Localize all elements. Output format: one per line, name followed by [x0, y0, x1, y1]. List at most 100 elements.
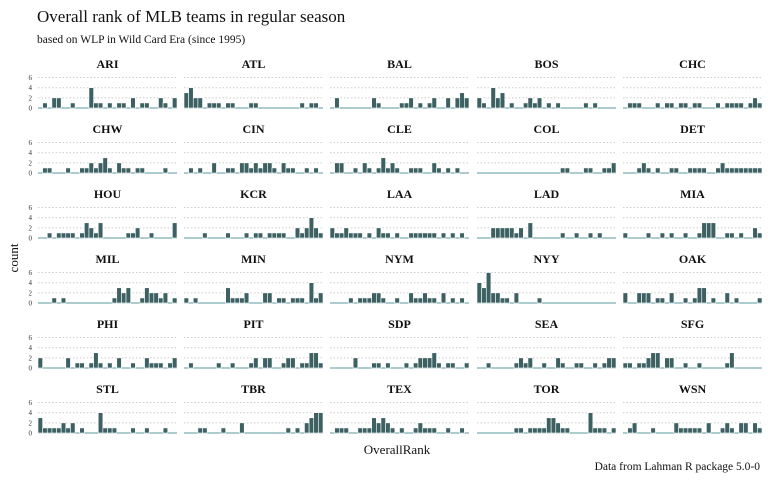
histogram-bar — [464, 362, 470, 369]
histogram-bar — [225, 102, 231, 109]
histogram-bar — [70, 102, 76, 109]
histogram-bar — [267, 357, 273, 369]
histogram-bar — [267, 292, 273, 304]
histogram-bar — [248, 167, 254, 174]
histogram-bar — [564, 167, 570, 174]
histogram-bar — [376, 102, 382, 109]
histogram-bar — [738, 232, 744, 239]
histogram-bar — [426, 427, 433, 434]
histogram-bar — [413, 232, 419, 239]
facet-pit: PIT — [184, 317, 324, 369]
histogram-bar — [481, 287, 487, 304]
histogram-bar — [376, 362, 382, 369]
facet-atl: ATL — [183, 57, 323, 109]
histogram-bar — [490, 292, 496, 304]
histogram-bar — [499, 227, 506, 239]
histogram-bar — [56, 427, 62, 434]
histogram-bar — [682, 362, 689, 369]
histogram-bar — [426, 232, 433, 239]
histogram-bar — [318, 362, 324, 369]
histogram-bar — [527, 97, 533, 109]
histogram-bar — [299, 297, 305, 304]
histogram-bar — [426, 357, 433, 369]
histogram-bar — [88, 87, 94, 109]
histogram-bar — [669, 232, 675, 239]
histogram-bar — [631, 102, 638, 109]
histogram-bar — [299, 102, 305, 109]
histogram-bar — [135, 167, 141, 174]
histogram-bar — [485, 362, 492, 369]
histogram-bar — [130, 97, 136, 109]
histogram-bar — [197, 167, 203, 174]
histogram-bar — [144, 102, 150, 109]
histogram-bar — [536, 427, 543, 434]
histogram-bar — [380, 417, 386, 434]
histogram-bar — [211, 102, 217, 109]
histogram-bar — [664, 102, 670, 109]
histogram-bar — [225, 287, 231, 304]
y-tick-label: 0 — [29, 430, 33, 438]
histogram-bar — [597, 232, 603, 239]
histogram-bar — [527, 427, 533, 434]
facet-tor: TOR — [477, 382, 617, 434]
histogram-bar — [555, 422, 561, 434]
histogram-bar — [172, 97, 178, 109]
histogram-bar — [509, 227, 515, 239]
histogram-bar — [42, 102, 48, 109]
histogram-bar — [532, 427, 538, 434]
histogram-bar — [216, 362, 222, 369]
histogram-bar — [555, 357, 561, 369]
histogram-bar — [172, 357, 178, 369]
histogram-bar — [313, 102, 319, 109]
histogram-bar — [389, 427, 396, 434]
facet-strip-label: LAA — [387, 187, 413, 201]
histogram-bar — [107, 427, 113, 434]
facet-strip-label: ATL — [242, 57, 266, 71]
histogram-bar — [343, 427, 349, 434]
histogram-bar — [495, 292, 501, 304]
histogram-bar — [573, 232, 580, 239]
histogram-bar — [385, 362, 391, 369]
y-tick-label: 4 — [29, 149, 33, 157]
facet-nyy: NYY — [476, 252, 616, 304]
histogram-bar — [329, 227, 335, 239]
histogram-bar — [107, 102, 113, 109]
histogram-bar — [313, 227, 319, 239]
histogram-bar — [650, 352, 656, 369]
histogram-bar — [692, 427, 698, 434]
y-tick-label: 6 — [29, 399, 33, 407]
histogram-bar — [280, 232, 287, 239]
histogram-bar — [513, 362, 519, 369]
y-tick-label: 4 — [29, 344, 33, 352]
histogram-bar — [757, 102, 763, 109]
histogram-bar — [253, 162, 259, 174]
histogram-bar — [394, 297, 400, 304]
histogram-bar — [257, 232, 264, 239]
facet-col: COL — [477, 122, 617, 174]
histogram-bar — [97, 222, 104, 239]
histogram-bar — [125, 232, 131, 239]
histogram-bar — [158, 97, 164, 109]
histogram-bar — [42, 427, 48, 434]
facet-det: DET — [623, 122, 763, 174]
facet-chw: CHW 0 2 4 6 — [29, 122, 177, 178]
facet-oak: OAK — [622, 252, 763, 304]
histogram-bar — [366, 232, 373, 239]
histogram-bar — [631, 422, 638, 434]
histogram-bar — [216, 102, 222, 109]
facet-strip-label: NYM — [385, 252, 414, 266]
histogram-bar — [541, 427, 547, 434]
histogram-bar — [422, 357, 428, 369]
histogram-bar — [380, 157, 386, 174]
histogram-bar — [267, 162, 273, 174]
facet-strip-label: ARI — [96, 57, 118, 71]
histogram-bar — [376, 167, 382, 174]
histogram-bar — [225, 167, 231, 174]
histogram-bar — [366, 427, 373, 434]
histogram-bar — [587, 412, 594, 434]
histogram-bar — [65, 232, 71, 239]
histogram-bar — [97, 162, 104, 174]
facet-strip-label: COL — [533, 122, 559, 136]
y-tick-label: 2 — [29, 159, 33, 167]
histogram-bar — [417, 357, 423, 369]
